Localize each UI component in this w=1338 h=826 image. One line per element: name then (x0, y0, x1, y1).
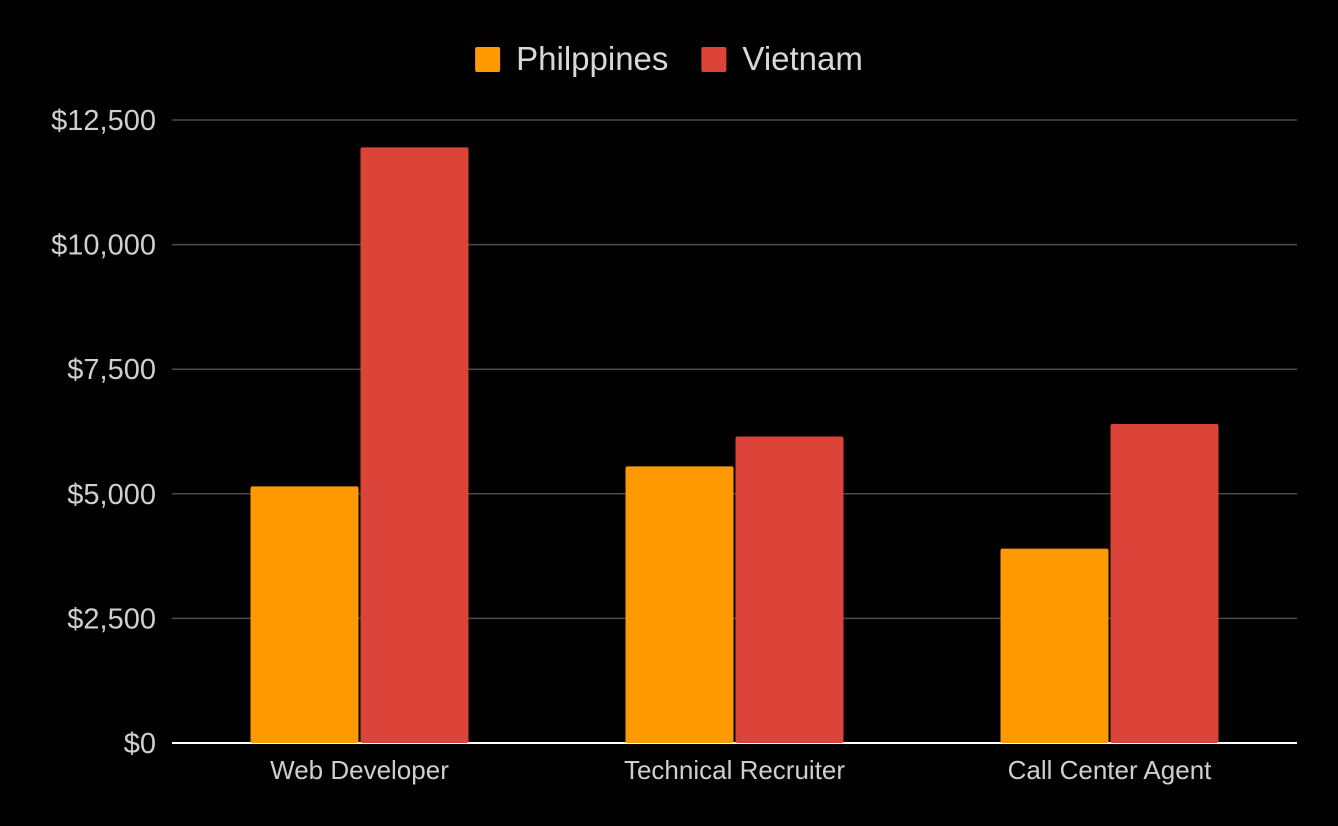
bar (1110, 424, 1219, 743)
bar (360, 147, 469, 744)
y-tick-label: $5,000 (67, 479, 156, 511)
y-axis-tick-labels: $0 $2,500 $5,000 $7,500 $10,000 $12,500 (51, 105, 156, 760)
y-tick-label: $0 (124, 728, 156, 760)
bar (1000, 548, 1109, 743)
gridlines (172, 119, 1297, 744)
legend-item: Vietnam (701, 40, 863, 77)
legend-label: Vietnam (742, 40, 862, 77)
y-tick-label: $10,000 (51, 230, 156, 262)
x-category-label: Technical Recruiter (624, 755, 845, 785)
legend-swatch (475, 47, 501, 72)
legend-swatch (701, 47, 727, 72)
bars (250, 147, 1219, 744)
legend-item: Philppines (475, 40, 668, 77)
bar (250, 486, 359, 743)
x-axis-category-labels: Web Developer Technical Recruiter Call Cen… (270, 755, 1212, 785)
y-tick-label: $7,500 (67, 354, 156, 386)
x-category-label: Call Center Agent (1008, 755, 1213, 785)
y-tick-label: $12,500 (51, 105, 156, 137)
legend: Philppines Vietnam (475, 40, 863, 77)
y-tick-label: $2,500 (67, 603, 156, 635)
bar (625, 466, 734, 743)
legend-label: Philppines (516, 40, 668, 77)
x-category-label: Web Developer (270, 755, 449, 785)
bar (735, 436, 844, 743)
